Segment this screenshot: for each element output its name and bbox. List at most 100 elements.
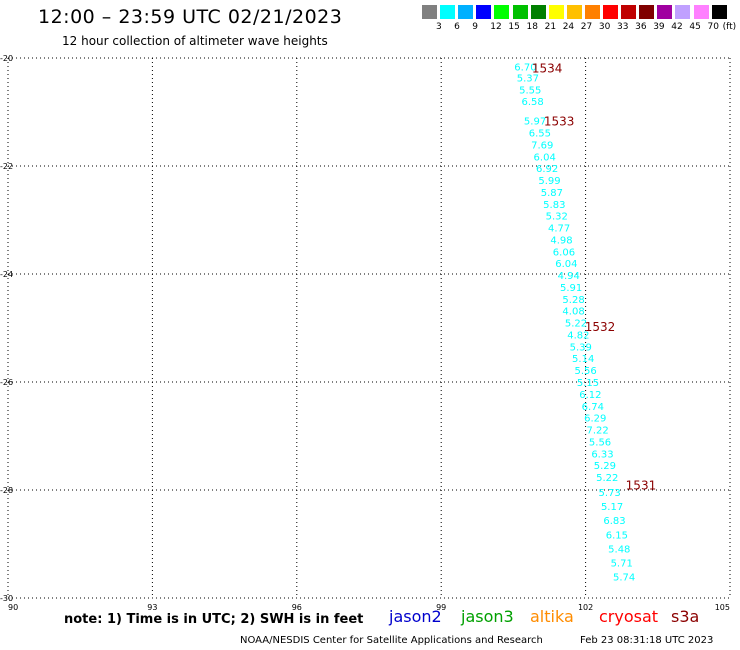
y-tick-label: -22 (0, 162, 13, 171)
wave-height-point: 7.22 (587, 426, 609, 437)
y-tick-label: -26 (0, 378, 13, 387)
wave-height-point: 5.28 (562, 295, 584, 306)
wave-height-point: 5.73 (599, 488, 621, 499)
color-scale-label: 21 (544, 22, 557, 32)
color-swatch (548, 5, 564, 19)
wave-height-point: 5.22 (565, 319, 587, 330)
wave-height-point: 5.39 (570, 342, 592, 353)
wave-height-point: 5.14 (572, 354, 594, 365)
x-tick-label: 105 (715, 603, 730, 612)
color-scale-label: 36 (635, 22, 647, 32)
y-tick-label: -24 (0, 270, 13, 279)
color-swatch (512, 5, 528, 19)
color-scale-label: 12 (490, 22, 502, 32)
color-scale-label: 45 (689, 22, 701, 32)
color-swatch (584, 5, 600, 19)
wave-height-point: 6.06 (553, 247, 575, 258)
color-swatch (530, 5, 546, 19)
satellite-legend-item: cryosat (599, 607, 659, 626)
wave-height-point: 5.15 (577, 378, 599, 389)
satellite-legend-item: s3a (671, 607, 700, 626)
color-scale-label: 42 (671, 22, 683, 32)
color-scale-label: (ft) (722, 22, 737, 32)
orbit-number-label: 1534 (532, 62, 563, 76)
color-swatch (476, 5, 492, 19)
wave-height-point: 4.82 (567, 330, 589, 341)
color-scale-label: 39 (653, 22, 665, 32)
color-swatch (566, 5, 582, 19)
wave-height-point: 7.69 (531, 140, 553, 151)
color-swatch (422, 5, 437, 19)
wave-height-point: 4.94 (558, 271, 580, 282)
color-swatch (693, 5, 709, 19)
color-scale-label: 9 (472, 22, 478, 32)
x-tick-label: 102 (578, 603, 593, 612)
footer-timestamp: Feb 23 08:31:18 UTC 2023 (580, 635, 714, 646)
x-tick-label: 99 (436, 603, 446, 612)
wave-height-point: 4.98 (550, 235, 572, 246)
wave-height-point: 6.12 (579, 390, 601, 401)
satellite-legend-item: jason3 (461, 607, 514, 626)
satellite-legend-item: jason2 (389, 607, 442, 626)
wave-height-point: 6.04 (555, 259, 577, 270)
page-subtitle: 12 hour collection of altimeter wave hei… (62, 34, 328, 48)
wave-height-point: 6.29 (584, 414, 606, 425)
wave-height-point: 6.58 (522, 97, 544, 108)
color-swatch (675, 5, 691, 19)
wave-height-point: 5.48 (608, 544, 630, 555)
wave-height-point: 5.22 (596, 473, 618, 484)
wave-height-point: 5.99 (538, 176, 560, 187)
y-tick-label: -20 (0, 54, 13, 63)
wave-height-point: 5.87 (541, 188, 563, 199)
wave-height-point: 5.83 (543, 200, 565, 211)
color-scale-label: 30 (598, 22, 611, 32)
color-scale-label: 24 (562, 22, 575, 32)
wave-height-point: 6.70 (514, 63, 536, 74)
orbit-number-label: 1532 (585, 320, 616, 334)
wave-height-point: 5.37 (517, 73, 539, 84)
orbit-number-label: 1533 (544, 115, 575, 129)
wave-height-point: 6.33 (591, 449, 613, 460)
color-swatch (494, 5, 510, 19)
color-scale-label: 27 (580, 22, 593, 32)
wave-height-point: 6.92 (536, 164, 558, 175)
page-title: 12:00 – 23:59 UTC 02/21/2023 (38, 6, 343, 28)
x-tick-label: 90 (8, 603, 18, 612)
color-swatch (657, 5, 673, 19)
wave-height-point: 5.29 (594, 461, 616, 472)
color-scale-label: 18 (526, 22, 538, 32)
wave-height-point: 5.56 (574, 366, 596, 377)
wave-height-point: 4.08 (562, 307, 584, 318)
color-scale-label: 70 (707, 22, 719, 32)
footer-note: note: 1) Time is in UTC; 2) SWH is in fe… (64, 612, 364, 627)
x-tick-label: 93 (147, 603, 157, 612)
wave-height-point: 6.83 (603, 516, 625, 527)
color-swatch (711, 5, 727, 19)
wave-height-point: 6.04 (534, 152, 556, 163)
wave-height-point: 5.71 (611, 558, 633, 569)
wave-height-point: 6.74 (582, 402, 604, 413)
wave-height-point: 5.74 (613, 572, 635, 583)
satellite-legend-item: altika (530, 607, 574, 626)
wave-height-point: 5.56 (589, 437, 611, 448)
wave-height-point: 4.77 (548, 224, 570, 235)
x-tick-label: 96 (292, 603, 302, 612)
orbit-number-label: 1531 (626, 479, 657, 493)
color-swatch (621, 5, 637, 19)
color-scale-label: 15 (508, 22, 520, 32)
footer-credit: NOAA/NESDIS Center for Satellite Applica… (240, 635, 543, 646)
color-scale-label: 33 (617, 22, 629, 32)
color-swatch (440, 5, 456, 19)
y-tick-label: -28 (0, 486, 13, 495)
color-swatch (639, 5, 655, 19)
color-scale-label: 3 (436, 22, 442, 32)
wave-height-point: 5.32 (546, 212, 568, 223)
wave-height-point: 6.55 (529, 129, 551, 140)
wave-height-point: 6.15 (606, 530, 628, 541)
wave-height-point: 5.55 (519, 85, 541, 96)
color-swatch (458, 5, 474, 19)
y-tick-label: -30 (0, 594, 13, 603)
wave-height-point: 5.97 (524, 117, 546, 128)
